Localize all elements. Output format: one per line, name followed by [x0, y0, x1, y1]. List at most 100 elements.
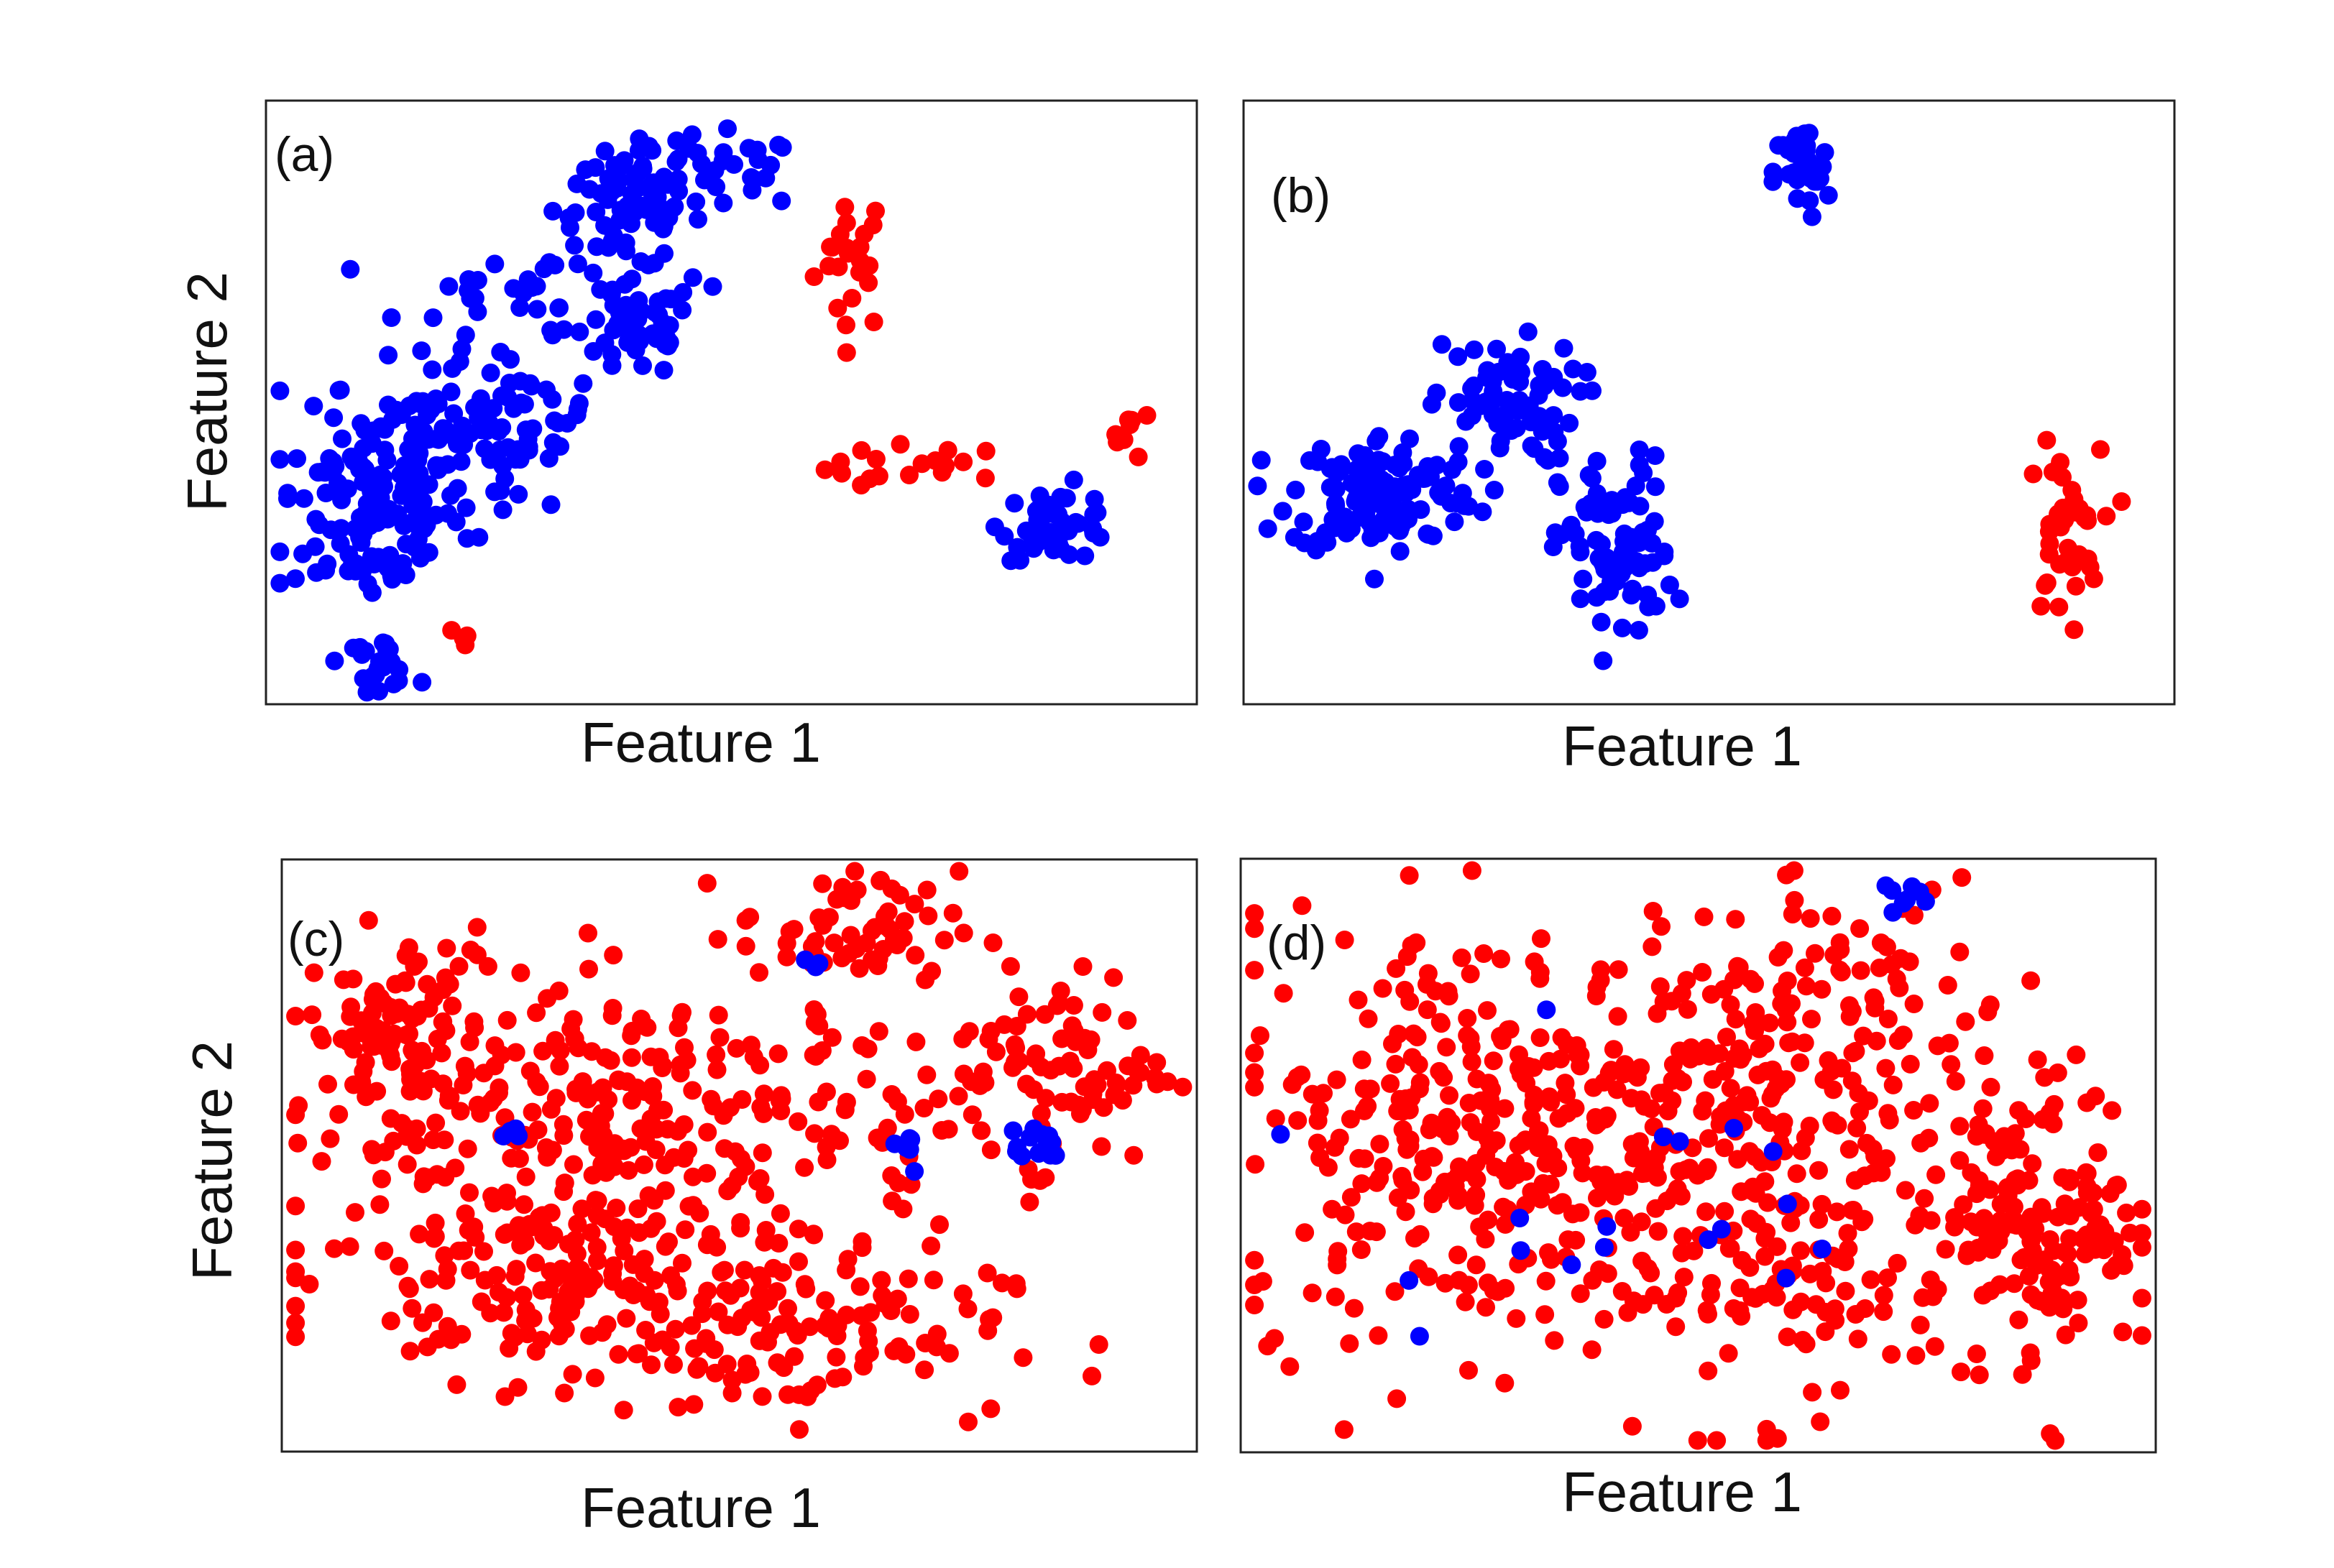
panel-d: (d) Feature 1 [1239, 857, 2157, 1523]
scatter-point-red [707, 1060, 727, 1079]
scatter-point-red [732, 1309, 752, 1328]
scatter-point-red [2112, 492, 2131, 511]
scatter-point-blue [655, 244, 674, 263]
scatter-point-red [2035, 1068, 2054, 1087]
scatter-point-red [806, 1047, 825, 1066]
scatter-point-red [1663, 1071, 1682, 1090]
scatter-point-red [1665, 1185, 1684, 1204]
panel-a-points [270, 119, 1157, 702]
scatter-point-blue [1776, 1268, 1796, 1288]
scatter-point-red [1745, 1147, 1765, 1166]
scatter-point-red [981, 1399, 1001, 1419]
scatter-point-blue [1349, 484, 1368, 503]
scatter-point-red [362, 1037, 381, 1056]
scatter-point-red [352, 1073, 372, 1092]
scatter-point-red [1867, 1031, 1886, 1051]
scatter-point-blue [270, 450, 290, 469]
scatter-point-red [1461, 964, 1480, 984]
panel-c: (c) Feature 1 Feature 2 [180, 858, 1198, 1539]
scatter-point-blue [1699, 1230, 1718, 1250]
scatter-point-red [413, 1174, 433, 1194]
scatter-point-red [1688, 1431, 1707, 1450]
scatter-point-red [1245, 919, 1264, 939]
scatter-point-blue [1797, 160, 1816, 178]
scatter-point-red [1980, 1180, 2000, 1199]
scatter-point-red [1648, 1222, 1668, 1241]
scatter-point-blue [1573, 569, 1593, 589]
scatter-point-red [1812, 979, 1832, 999]
scatter-point-red [833, 1368, 853, 1387]
scatter-point-blue [352, 533, 371, 552]
scatter-point-red [2066, 576, 2085, 596]
scatter-point-red [403, 1299, 422, 1318]
scatter-point-red [1392, 1166, 1412, 1186]
scatter-point-red [1334, 1420, 1354, 1439]
scatter-point-red [2108, 1176, 2127, 1194]
scatter-point-blue [325, 651, 344, 670]
scatter-point-red [1888, 1253, 1907, 1273]
scatter-point-red [1173, 1077, 1193, 1097]
scatter-point-red [609, 1345, 628, 1364]
scatter-point-red [1877, 1149, 1896, 1168]
scatter-point-red [1926, 1165, 1946, 1184]
scatter-point-blue [278, 484, 298, 503]
scatter-point-red [1999, 1194, 2018, 1214]
scatter-point-red [1967, 1345, 1986, 1363]
scatter-point-red [386, 974, 405, 994]
scatter-point-red [286, 1314, 305, 1332]
scatter-point-blue [516, 420, 536, 440]
scatter-point-red [891, 435, 910, 454]
scatter-point-blue [633, 157, 653, 176]
scatter-point-red [1540, 1087, 1559, 1107]
scatter-point-red [1369, 1326, 1388, 1345]
scatter-point-red [847, 939, 866, 959]
scatter-point-red [1882, 1345, 1901, 1364]
panel-c-xlabel: Feature 1 [581, 1476, 821, 1539]
scatter-point-red [832, 949, 852, 968]
scatter-point-red [1726, 910, 1745, 929]
scatter-point-red [530, 1077, 549, 1097]
scatter-point-blue [448, 479, 467, 498]
scatter-point-red [1535, 1305, 1555, 1324]
scatter-point-red [2028, 1050, 2047, 1069]
scatter-point-red [939, 1120, 958, 1139]
scatter-point-red [732, 1090, 752, 1109]
scatter-point-blue [375, 441, 395, 460]
scatter-point-red [580, 1127, 599, 1146]
scatter-point-red [552, 1259, 571, 1278]
scatter-point-red [950, 862, 969, 881]
scatter-point-red [614, 1401, 633, 1420]
scatter-point-red [1848, 1329, 1867, 1349]
scatter-point-red [1470, 1217, 1489, 1237]
scatter-point-red [1494, 1162, 1514, 1181]
scatter-point-blue [632, 196, 651, 216]
scatter-point-red [827, 1347, 846, 1367]
scatter-point-red [582, 1223, 601, 1242]
scatter-point-red [2006, 1170, 2025, 1189]
scatter-point-red [1129, 447, 1148, 466]
scatter-point-red [1410, 1225, 1430, 1244]
scatter-point-blue [598, 190, 617, 209]
scatter-point-red [1768, 948, 1788, 967]
scatter-point-red [312, 1152, 331, 1171]
scatter-point-red [456, 1204, 475, 1223]
scatter-point-red [972, 1121, 991, 1140]
scatter-point-blue [1712, 1219, 1731, 1239]
scatter-point-red [465, 1018, 484, 1038]
scatter-point-blue [595, 216, 615, 235]
scatter-point-red [398, 1276, 418, 1296]
scatter-point-blue [539, 448, 559, 468]
scatter-point-red [1092, 1137, 1111, 1156]
scatter-point-red [543, 1140, 562, 1160]
scatter-point-blue [1530, 407, 1549, 426]
scatter-point-red [882, 1085, 901, 1104]
scatter-point-blue [1763, 172, 1783, 191]
scatter-point-red [523, 1309, 543, 1328]
scatter-point-blue [344, 451, 363, 471]
scatter-point-blue [380, 640, 399, 659]
scatter-point-red [817, 1138, 836, 1157]
scatter-point-red [2064, 620, 2084, 640]
scatter-point-red [1509, 1059, 1528, 1079]
scatter-point-red [1147, 1053, 1167, 1072]
scatter-point-red [579, 923, 597, 943]
